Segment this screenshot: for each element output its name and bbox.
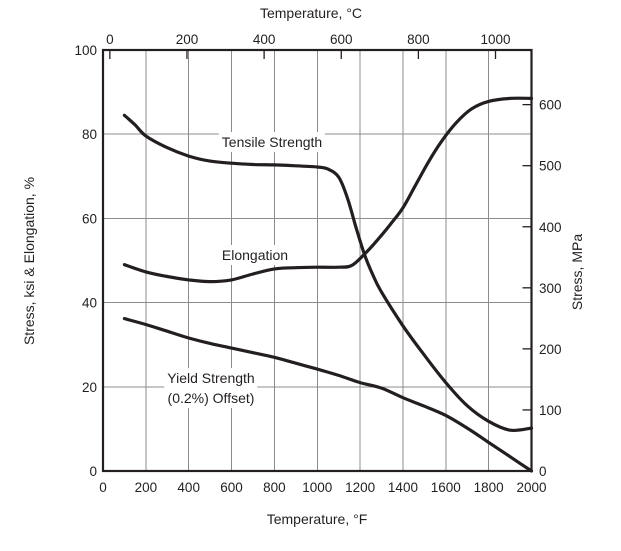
top-axis-tick-label: 400 — [253, 32, 276, 47]
elongation-curve-label: Elongation — [218, 245, 292, 265]
tensile-strength-curve-label: Tensile Strength — [218, 132, 326, 152]
left-axis-tick-label: 40 — [82, 296, 97, 311]
bottom-axis-tick-label: 200 — [135, 480, 158, 495]
bottom-axis-tick-label: 800 — [263, 480, 286, 495]
left-axis-tick-label: 60 — [82, 211, 97, 226]
bottom-axis-tick-label: 1800 — [474, 480, 504, 495]
right-axis-tick-label: 500 — [539, 159, 562, 174]
yield-strength-curve — [122, 317, 534, 473]
left-axis-tick-label: 100 — [74, 43, 97, 58]
left-axis-tick-label: 0 — [89, 464, 97, 479]
tensile-strength-curve — [122, 113, 534, 433]
yield-strength-label-line2: (0.2%) Offset) — [167, 390, 255, 406]
bottom-axis-tick-label: 1200 — [345, 480, 375, 495]
right-axis-tick-label: 300 — [539, 281, 562, 296]
top-axis-title: Temperature, °C — [259, 5, 363, 21]
plot-border — [101, 48, 533, 473]
right-axis-tick-label: 100 — [539, 403, 562, 418]
bottom-axis-tick-label: 1600 — [431, 480, 461, 495]
bottom-axis-title: Temperature, °F — [266, 511, 368, 527]
left-axis-title: Stress, ksi & Elongation, % — [21, 176, 37, 346]
yield-strength-curve-label: Yield Strength (0.2%) Offset) — [164, 368, 258, 408]
bottom-axis-tick-label: 1400 — [388, 480, 418, 495]
bottom-axis-tick-label: 0 — [99, 480, 107, 495]
top-axis-tick-label: 600 — [330, 32, 353, 47]
top-axis-tick-label: 0 — [106, 32, 114, 47]
yield-strength-label-line1: Yield Strength — [167, 370, 255, 386]
bottom-axis-tick-label: 400 — [177, 480, 200, 495]
right-axis-tick-label: 0 — [539, 464, 547, 479]
top-axis-tick-label: 200 — [176, 32, 199, 47]
bottom-axis-tick-label: 600 — [220, 480, 243, 495]
right-axis-tick-label: 200 — [539, 342, 562, 357]
top-axis-tick-label: 800 — [407, 32, 430, 47]
left-axis-tick-label: 80 — [82, 127, 97, 142]
top-axis-tick-label: 1000 — [480, 32, 510, 47]
left-axis-tick-label: 20 — [82, 380, 97, 395]
right-axis-tick-label: 600 — [539, 98, 562, 113]
right-axis-title: Stress, MPa — [569, 233, 585, 311]
elongation-curve — [122, 96, 534, 284]
bottom-axis-tick-label: 2000 — [516, 480, 546, 495]
bottom-axis-tick-label: 1000 — [302, 480, 332, 495]
right-axis-tick-label: 400 — [539, 220, 562, 235]
